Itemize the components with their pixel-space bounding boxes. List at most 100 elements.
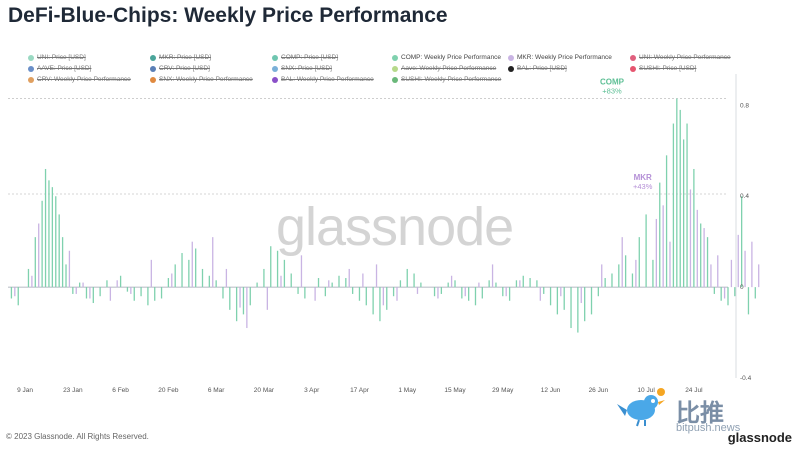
bar-comp — [249, 287, 251, 306]
bar-comp — [147, 287, 149, 306]
bar-mkr — [703, 228, 705, 288]
legend-color-dot — [150, 76, 156, 83]
bar-comp — [85, 287, 88, 299]
bar-mkr — [314, 287, 316, 301]
bar-comp — [324, 287, 326, 297]
bar-comp — [474, 287, 477, 306]
bar-comp — [290, 273, 292, 288]
bar-mkr — [416, 287, 419, 294]
legend-item[interactable]: SUSHI: Price [USD] — [630, 65, 696, 72]
bar-comp — [502, 287, 504, 297]
legend-color-dot — [630, 65, 636, 72]
bar-comp — [570, 287, 572, 329]
legend-item[interactable]: MKR: Price [USD] — [150, 54, 211, 61]
bar-comp — [34, 237, 36, 288]
bar-mkr — [669, 241, 671, 288]
legend-item-label: SUSHI: Weekly Price Performance — [401, 76, 502, 83]
x-tick-label: 23 Jan — [63, 387, 83, 394]
bar-comp — [222, 287, 224, 299]
bar-comp — [386, 287, 388, 310]
legend-item-label: BAL: Weekly Price Performance — [281, 76, 374, 83]
bar-comp — [270, 246, 272, 288]
bar-mkr — [68, 250, 71, 288]
bar-mkr — [225, 268, 228, 288]
legend-item-label: Aave: Weekly Price Performance — [401, 65, 497, 72]
bar-comp — [276, 250, 279, 288]
bar-comp — [406, 268, 408, 288]
legend-item[interactable]: MKR: Weekly Price Performance — [508, 54, 612, 61]
bar-comp — [672, 123, 675, 288]
legend-item[interactable]: UNI: Price [USD] — [28, 54, 86, 61]
legend-item[interactable]: BAL: Price [USD] — [508, 65, 567, 72]
bar-comp — [17, 287, 19, 306]
bar-comp — [549, 287, 552, 306]
bar-mkr — [689, 189, 692, 288]
bar-comp — [604, 278, 606, 288]
bar-comp — [208, 275, 210, 288]
x-tick-label: 20 Mar — [254, 387, 275, 394]
bar-mkr — [450, 275, 453, 288]
x-tick-label: 29 May — [492, 387, 514, 394]
legend-color-dot — [272, 76, 278, 83]
bar-mkr — [437, 287, 439, 299]
legend-color-dot — [630, 54, 636, 61]
bar-comp — [461, 287, 463, 299]
legend-item[interactable]: BAL: Weekly Price Performance — [272, 76, 374, 83]
bar-comp — [713, 287, 715, 294]
bar-comp — [79, 282, 81, 288]
legend-item[interactable]: CRV: Price [USD] — [150, 65, 210, 72]
bar-comp — [242, 287, 245, 315]
legend-color-dot — [508, 54, 514, 61]
legend-item[interactable]: Aave: Weekly Price Performance — [392, 65, 496, 72]
legend-item-label: COMP: Weekly Price Performance — [401, 54, 501, 61]
legend-item-label: BAL: Price [USD] — [517, 65, 567, 72]
legend-item-label: SNX: Weekly Price Performance — [159, 76, 253, 83]
bar-comp — [119, 275, 122, 288]
bar-comp — [659, 182, 661, 288]
bar-comp — [652, 259, 654, 288]
bar-comp — [543, 287, 545, 294]
bar-comp — [682, 139, 685, 288]
legend-item[interactable]: CRV: Weekly Price Performance — [28, 76, 131, 83]
bar-comp — [645, 214, 647, 288]
legend-item[interactable]: AAVE: Price [USD] — [28, 65, 91, 72]
bar-comp — [44, 168, 47, 288]
bar-comp — [92, 287, 94, 304]
legend-item[interactable]: SUSHI: Weekly Price Performance — [392, 76, 501, 83]
bitpush-bird-logo-icon — [617, 388, 665, 427]
bar-mkr — [328, 280, 330, 288]
legend-item[interactable]: COMP: Weekly Price Performance — [392, 54, 501, 61]
bar-mkr — [662, 205, 664, 288]
legend-item-label: SUSHI: Price [USD] — [639, 65, 697, 72]
bar-comp — [297, 287, 299, 294]
bar-comp — [140, 287, 142, 297]
x-tick-label: 15 May — [444, 387, 466, 394]
legend-item[interactable]: UNI: Weekly Price Performance — [630, 54, 731, 61]
bar-comp — [720, 287, 722, 301]
x-tick-label: 12 Jun — [541, 387, 561, 394]
legend-color-dot — [28, 76, 34, 83]
bar-mkr — [14, 287, 16, 297]
legend-item-label: CRV: Price [USD] — [159, 65, 210, 72]
legend-item[interactable]: COMP: Price [USD] — [272, 54, 338, 61]
bar-comp — [611, 273, 613, 288]
bar-comp — [331, 282, 333, 288]
bar-comp — [536, 280, 538, 288]
bar-comp — [263, 268, 265, 288]
bar-comp — [734, 287, 736, 297]
bar-comp — [433, 287, 436, 297]
legend-item[interactable]: SNX: Price [USD] — [272, 65, 332, 72]
bar-comp — [686, 123, 688, 288]
bar-comp — [440, 287, 443, 294]
bar-comp — [665, 155, 668, 288]
bar-comp — [413, 273, 415, 288]
x-tick-label: 24 Jul — [685, 387, 703, 394]
bar-comp — [392, 287, 395, 297]
bar-comp — [590, 287, 593, 315]
bar-mkr — [171, 273, 173, 288]
x-tick-label: 1 May — [398, 387, 416, 394]
legend-item[interactable]: SNX: Weekly Price Performance — [150, 76, 253, 83]
x-tick-label: 10 Jul — [637, 387, 655, 394]
bar-mkr — [75, 287, 77, 294]
annotation-name: MKR — [634, 173, 652, 182]
